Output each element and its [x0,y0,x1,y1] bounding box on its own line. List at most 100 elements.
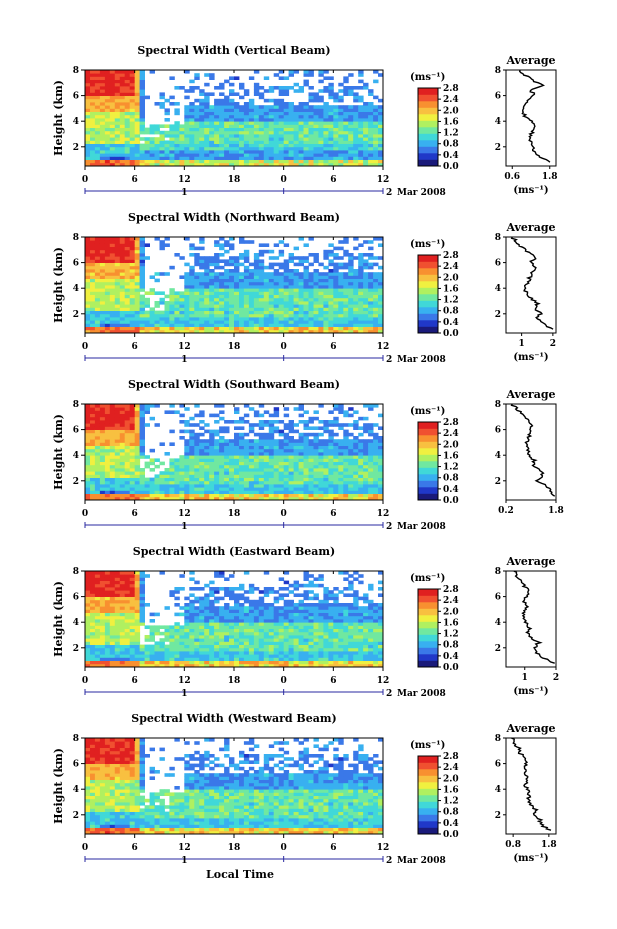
heatmap-cell [353,442,359,446]
heatmap-cell [85,89,91,93]
heatmap-cell [224,275,230,279]
heatmap-cell [239,121,245,125]
heatmap-cell [139,599,145,604]
colorbar-tick-label: 2.0 [443,106,459,116]
heatmap-cell [114,580,121,585]
heatmap-cell [243,146,250,151]
heatmap-cell [358,108,364,112]
heatmap-cell [293,130,299,135]
heatmap-cell [90,496,96,501]
heatmap-cell [358,73,364,77]
heatmap-cell [134,452,141,456]
heatmap-cell [338,496,344,501]
heatmap-cell [338,410,344,414]
heatmap-cell [124,468,131,472]
y-tick-label: 2 [73,143,79,153]
heatmap-cell [179,301,185,305]
heatmap-cell [174,468,180,472]
heatmap-cell [328,118,334,122]
heatmap-cell [224,317,230,321]
heatmap-cell [323,124,329,128]
heatmap-cell [263,493,270,498]
heatmap-cell [273,410,280,414]
heatmap-cell [214,329,220,334]
average-y-tick-label: 6 [495,426,501,436]
heatmap-cell [169,654,175,658]
heatmap-cell [243,313,250,318]
heatmap-cell [343,162,349,167]
heatmap-cell [363,262,369,267]
heatmap-cell [169,647,175,652]
heatmap-cell [368,407,374,411]
heatmap-cell [298,404,304,408]
heatmap-cell [353,105,359,109]
heatmap-cell [159,317,165,321]
heatmap-cell [179,628,185,633]
heatmap-cell [134,625,141,629]
heatmap-cell [258,140,265,144]
heatmap-cell [164,237,170,241]
heatmap-cell [174,301,180,305]
heatmap-cell [219,130,225,135]
heatmap-cell [119,98,126,103]
heatmap-cell [273,487,280,491]
heatmap-cell [90,407,96,411]
heatmap-cell [134,98,141,103]
heatmap-cell [328,89,334,93]
heatmap-cell [328,326,334,331]
heatmap-cell [323,89,329,93]
heatmap-cell [298,262,304,267]
heatmap-cell [114,127,121,132]
heatmap-cell [119,416,126,421]
heatmap-cell [353,291,359,295]
heatmap-cell [348,323,354,327]
heatmap-cell [154,647,160,652]
heatmap-cell [338,89,344,93]
heatmap-cell [85,622,91,626]
heatmap-cell [109,153,116,157]
heatmap-cell [243,114,250,119]
heatmap-cell [353,127,359,132]
heatmap-cell [378,323,384,327]
heatmap-cell [99,86,106,90]
heatmap-cell [139,246,145,251]
heatmap-cell [189,281,195,286]
heatmap-cell [114,246,121,251]
heatmap-cell [313,426,319,430]
heatmap-cell [214,275,220,279]
heatmap-cell [90,490,96,494]
heatmap-cell [119,477,126,482]
heatmap-cell [343,455,349,459]
heatmap-cell [174,143,180,148]
heatmap-cell [90,445,96,450]
heatmap-cell [229,471,235,475]
heatmap-cell [338,285,344,289]
heatmap-cell [239,445,245,450]
heatmap-cell [248,474,255,478]
heatmap-cell [253,291,260,295]
heatmap-cell [159,496,165,501]
heatmap-cell [209,484,215,488]
heatmap-cell [363,111,369,116]
heatmap-cell [358,265,364,270]
heatmap-cell [219,246,225,251]
heatmap-cell [169,593,175,597]
heatmap-cell [224,159,230,164]
heatmap-cell [303,243,309,247]
heatmap-cell [209,108,215,112]
heatmap-cell [353,313,359,318]
heatmap-cell [288,329,294,334]
heatmap-cell [99,70,106,74]
heatmap-cell [204,137,210,141]
heatmap-cell [229,420,235,424]
heatmap-cell [139,468,145,472]
heatmap-cell [239,474,245,478]
heatmap-cell [323,493,329,498]
heatmap-cell [219,477,225,482]
heatmap-cell [288,278,294,283]
heatmap-cell [114,86,121,90]
heatmap-cell [343,114,349,119]
heatmap-cell [338,313,344,318]
heatmap-cell [303,114,309,119]
heatmap-cell [219,108,225,112]
